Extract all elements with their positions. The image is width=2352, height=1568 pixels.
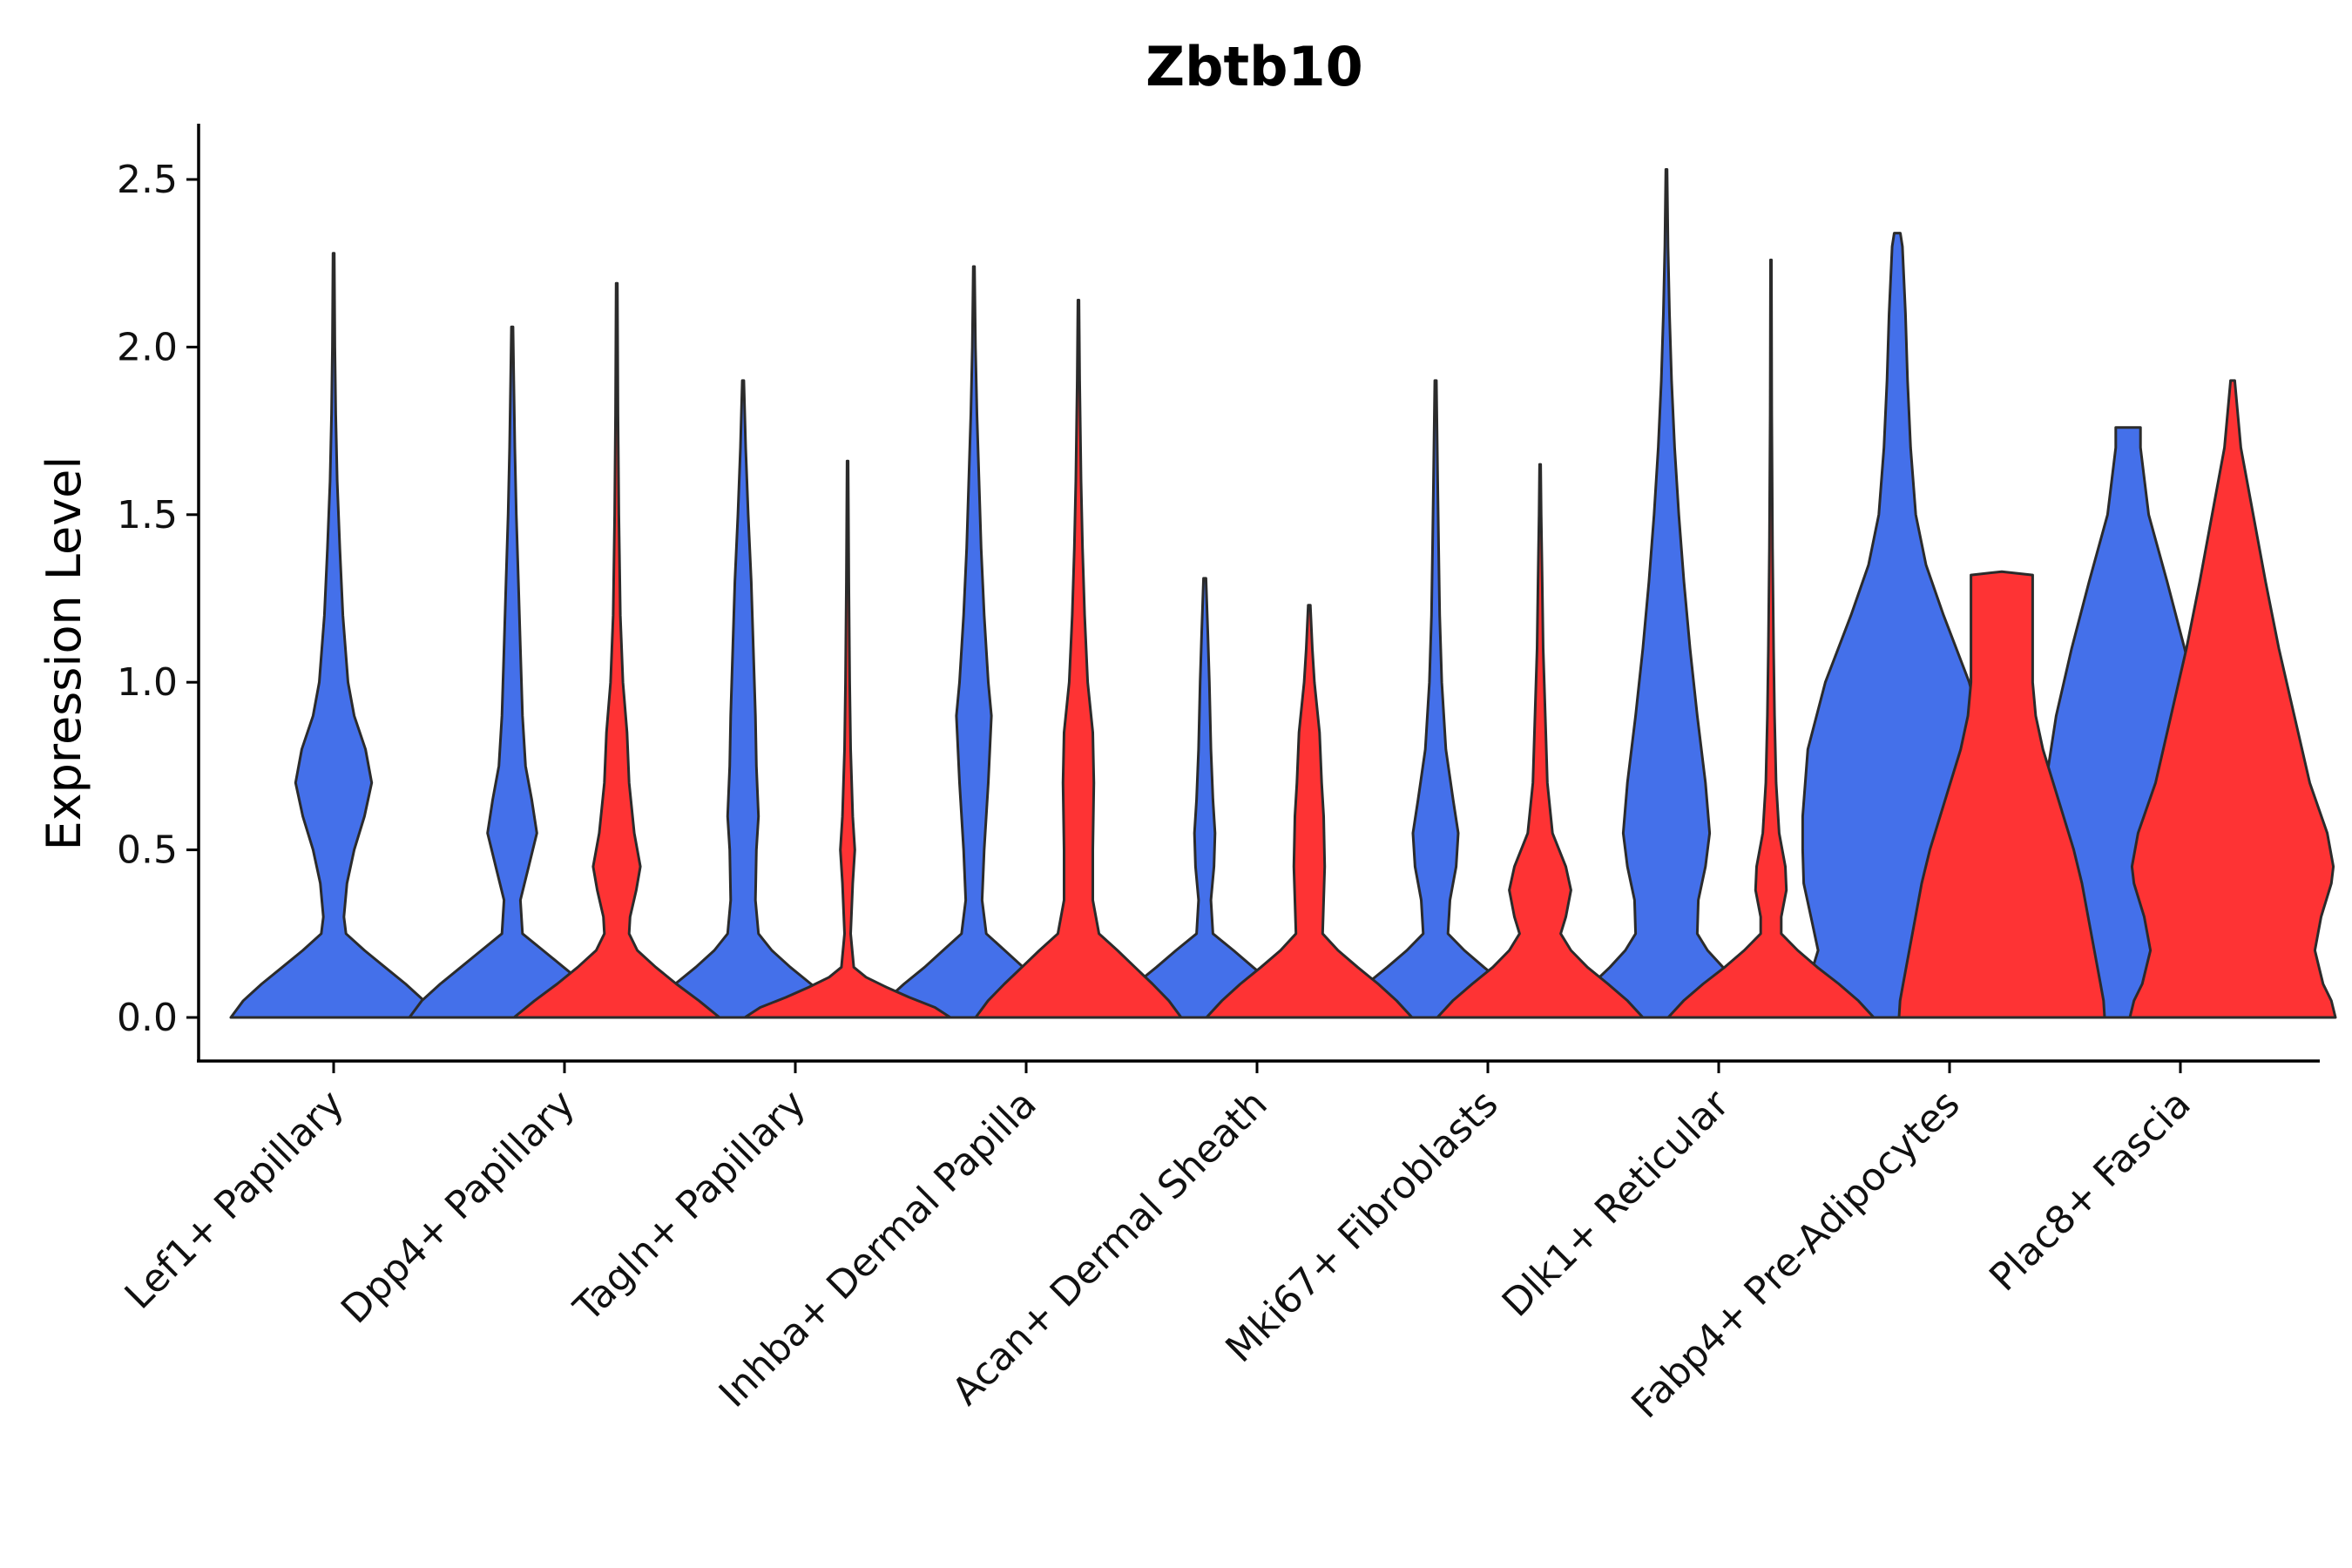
- x-tick-label: Plac8+ Fascia: [1981, 1082, 2200, 1301]
- y-tick-label: 2.5: [117, 158, 178, 202]
- violin-group-2: [2128, 379, 2337, 1019]
- y-tick-label: 2.0: [117, 325, 178, 369]
- chart-title: Zbtb10: [1146, 35, 1363, 98]
- y-tick-label: 1.0: [117, 660, 178, 705]
- violin-group-1: [1100, 577, 1309, 1019]
- violin-group-1: [1331, 379, 1540, 1019]
- violin-group-1: [1562, 168, 1771, 1019]
- y-tick-label: 1.5: [117, 493, 178, 537]
- violin-group-1: [869, 265, 1078, 1019]
- y-tick-label: 0.0: [117, 996, 178, 1040]
- violins-layer: [229, 168, 2337, 1019]
- violin-group-1: [639, 379, 848, 1019]
- x-tick-label: Dlk1+ Reticular: [1494, 1081, 1739, 1326]
- violin-group-2: [1205, 604, 1414, 1019]
- violin-group-1: [408, 325, 617, 1019]
- y-tick-label: 0.5: [117, 828, 178, 873]
- violin-group-2: [1666, 258, 1876, 1019]
- y-axis-label: Expression Level: [37, 456, 91, 851]
- violin-group-1: [229, 252, 438, 1019]
- violin-group-2: [1897, 570, 2106, 1019]
- x-tick-label: Dpp4+ Papillary: [333, 1082, 584, 1333]
- violin-group-2: [512, 281, 721, 1019]
- violin-group-2: [974, 299, 1183, 1019]
- x-tick-label: Lef1+ Papillary: [117, 1082, 353, 1318]
- y-axis-ticks: 0.0 0.5 1.0 1.5 2.0 2.5: [117, 158, 199, 1040]
- violin-group-2: [743, 459, 952, 1019]
- violin-group-2: [1436, 463, 1645, 1019]
- x-tick-label: Tagln+ Papillary: [565, 1082, 814, 1331]
